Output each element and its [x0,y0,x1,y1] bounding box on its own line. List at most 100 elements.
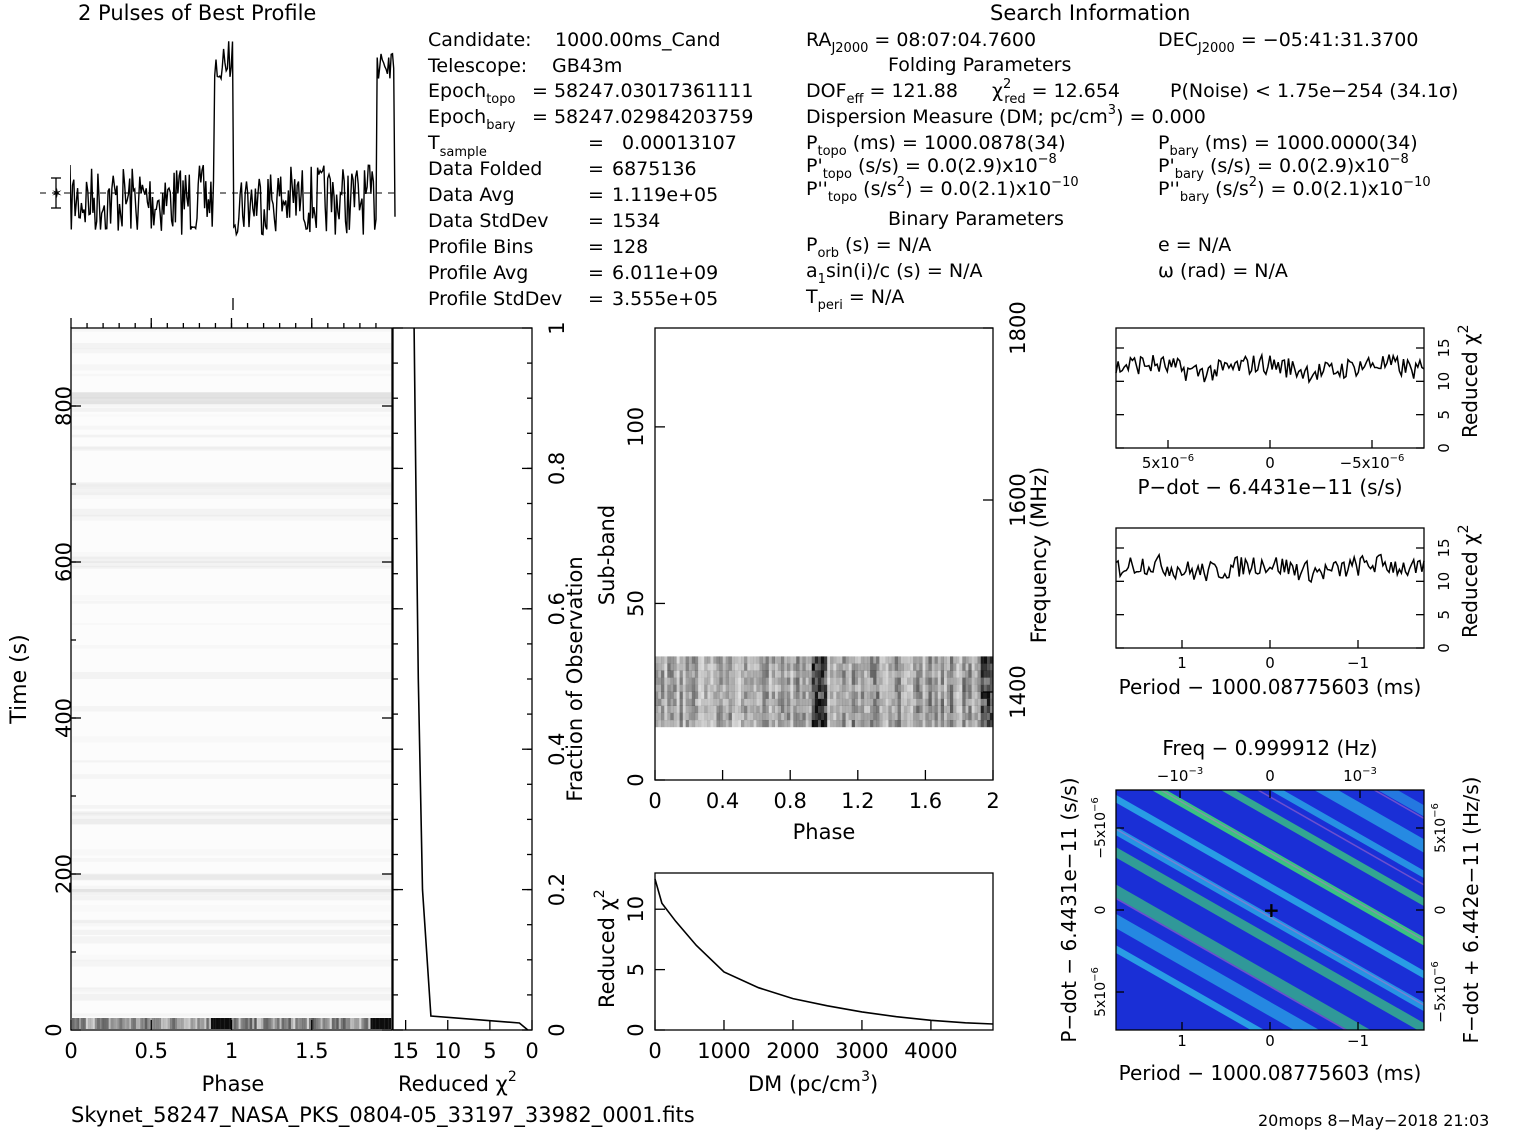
subband-cell [953,656,957,664]
subband-cell [704,705,708,713]
subband-cell [793,691,797,699]
subband-cell [919,656,923,664]
time-band-cell [356,1018,360,1029]
subband-cell [811,712,815,721]
subband-cell [744,712,748,721]
subband-cell [661,656,665,664]
y-tick-label: 50 [624,590,648,617]
subband-cell [765,663,769,671]
subband-cell [977,684,981,692]
subband-cell [673,684,677,692]
subband-cell [655,712,659,721]
subband-cell [857,670,861,678]
subband-cell [707,720,711,728]
time-stripe [72,374,391,376]
subband-cell [965,656,969,664]
subband-cell [817,712,822,721]
y-tick-label: 0 [624,1023,648,1036]
subband-cell [768,670,772,678]
subband-cell [885,656,889,664]
subband-cell [894,705,898,713]
dec-value: = −05:41:31.3700 [1241,29,1419,51]
subband-cell [802,712,806,721]
chi2-curve [1115,352,1425,385]
subband-cell [753,684,757,692]
subband-cell [919,705,923,713]
time-band-cell [217,1018,221,1029]
subband-cell [910,691,914,699]
map-title: Freq − 0.999912 (Hz) [1162,736,1377,760]
subband-cell [968,698,972,706]
subband-cell [738,712,742,721]
subband-cell [768,698,772,706]
right-tick-label: 15 [1435,538,1453,557]
subband-cell [854,698,858,706]
right-tick-label: 10 [1435,372,1453,391]
subband-cell [716,663,720,671]
subband-cell [790,663,794,671]
subband-cell [863,684,868,692]
subband-cell [685,656,689,664]
subband-cell [857,656,861,664]
svg-text:Ptopo(ms) = 1000.0878(34): Ptopo (ms) = 1000.0878(34) [806,132,1066,159]
y-tick-label: 0 [624,773,648,786]
subband-cell [685,698,689,706]
time-stripe [72,446,391,448]
subband-cell [691,698,696,706]
subband-cell [830,656,834,664]
subband-cell [790,684,794,692]
subband-cell [741,698,745,706]
time-band-cell [256,1018,259,1029]
subband-cell [704,698,708,706]
subband-cell [685,705,689,713]
subband-cell [756,691,760,699]
subband-cell [707,691,711,699]
time-band-cell [370,1018,373,1029]
subband-cell [725,720,729,728]
subband-cell [857,698,861,706]
subband-cell [946,691,951,699]
subband-cell [679,720,683,728]
time-stripe [72,552,391,559]
subband-cell [873,684,877,692]
subband-cell [833,712,837,721]
subband-cell [777,684,782,692]
subband-cell [863,705,868,713]
subband-cell [713,663,717,671]
subband-cell [691,656,696,664]
subband-cell [873,663,877,671]
time-stripe [72,408,391,412]
subband-cell [750,663,754,671]
subband-cell [759,684,763,692]
time-stripe-strong [72,392,391,405]
subband-cell [989,663,993,671]
subband-cell [728,663,732,671]
subband-cell [824,698,828,706]
subband-cell [873,698,877,706]
subband-cell [980,698,984,706]
time-stripe [72,426,391,430]
time-stripe [72,595,391,600]
subband-cell [790,705,794,713]
subband-cell [962,705,966,713]
subband-cell [870,656,874,664]
time-band-cell [185,1018,189,1029]
subband-cell [811,656,815,664]
subband-cell [688,677,692,685]
subband-cell [713,670,717,678]
subband-cell [894,677,898,685]
subband-cell [867,670,871,678]
svg-text:P''topo(s/s2) = 0.0(2.1)x10−10: P''topo (s/s2) = 0.0(2.1)x10−10 [806,175,1079,205]
x-axis-label: DM (pc/cm3) [748,1069,878,1096]
time-band-cell [158,1018,161,1029]
time-band-cell [365,1018,369,1029]
subband-cell [940,677,944,685]
time-band-cell [363,1018,367,1029]
time-stripe [72,672,391,679]
subband-cell [781,712,785,721]
time-band-cell [279,1018,282,1029]
right-tick-label: −5x10−6 [1430,961,1449,1023]
subband-cell [756,656,760,664]
map-stripe [1116,913,1320,1030]
